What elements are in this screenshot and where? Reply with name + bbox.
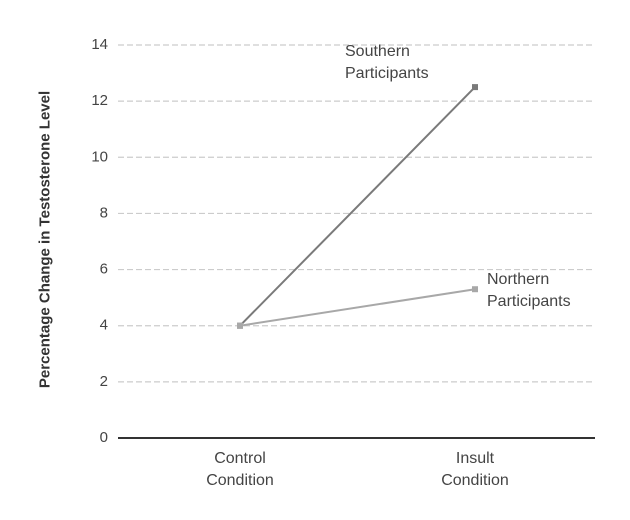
y-tick-label: 4 [100,317,108,334]
y-axis-label: Percentage Change in Testosterone Level [36,90,54,389]
series-label: Southern Participants [345,43,429,83]
y-tick-label: 2 [100,373,108,390]
series-label: Northern Participants [487,271,571,311]
y-tick-label: 8 [100,204,108,221]
y-tick-label: 14 [91,36,108,53]
point-marker [472,286,478,293]
x-tick-label: Control Condition [206,450,274,489]
x-tick-label: Insult Condition [441,450,509,489]
point-marker [237,322,243,329]
point-marker [472,84,478,91]
y-tick-label: 10 [91,148,108,165]
series-line [239,288,476,327]
y-tick-label: 6 [100,261,108,278]
y-tick-label: 0 [100,429,108,446]
y-tick-label: 12 [91,92,108,109]
series-line [239,86,476,327]
